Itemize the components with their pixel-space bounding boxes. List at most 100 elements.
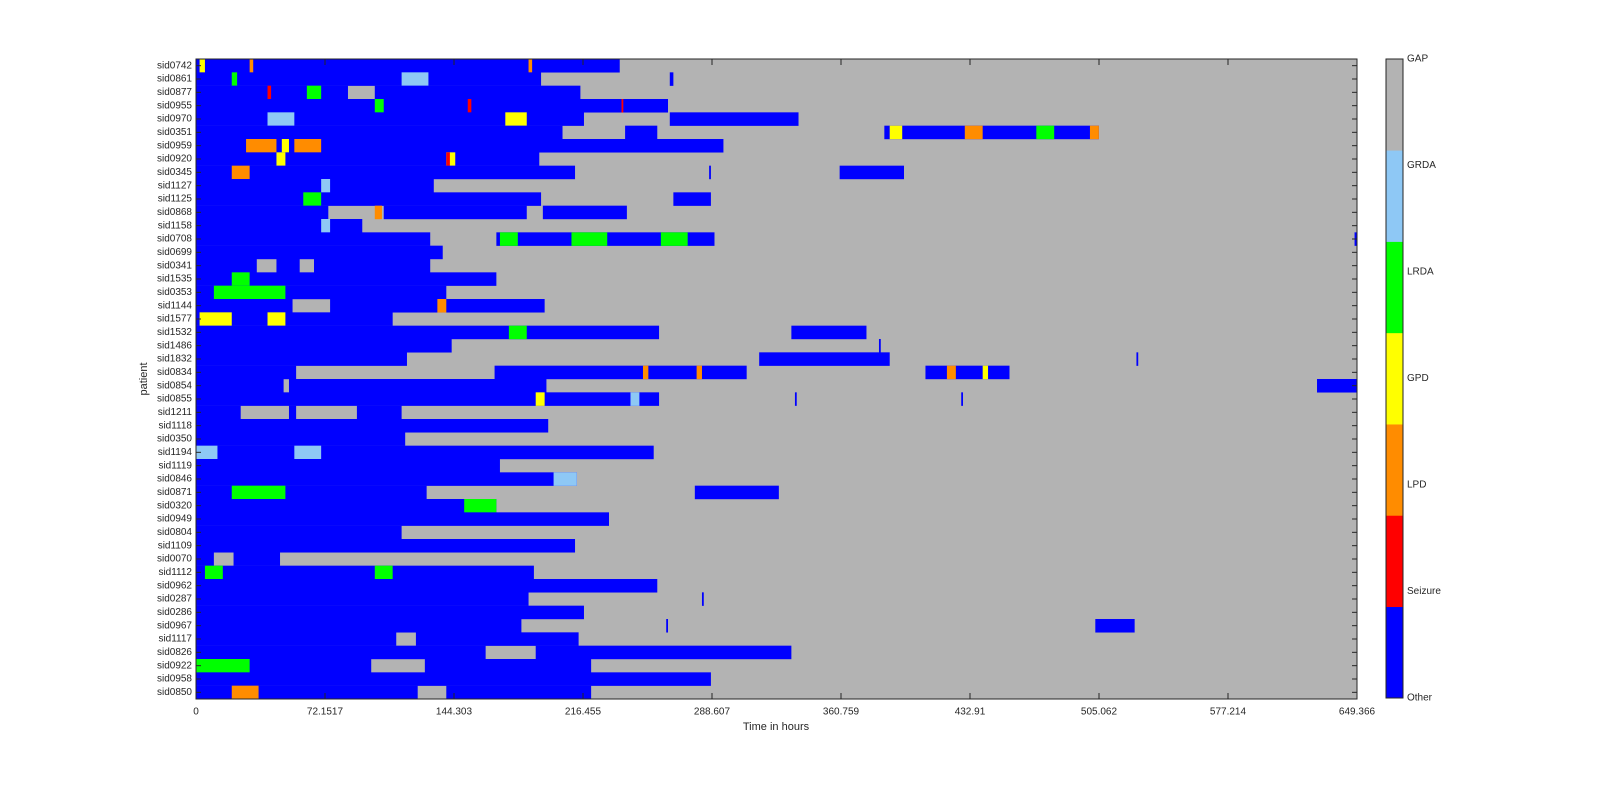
state-segment [196,392,660,406]
y-tick-label: sid1832 [157,354,192,365]
x-tick-label: 0 [193,707,199,718]
colorbar-label: Other [1407,693,1433,704]
state-segment [196,85,348,100]
colorbar-block [1386,59,1403,151]
state-segment [1036,125,1055,140]
state-segment [660,232,688,246]
state-segment [696,365,702,380]
state-segment [267,85,272,100]
state-segment [196,565,534,580]
state-segment [196,259,257,273]
state-segment [889,125,903,140]
state-segment [446,685,592,700]
state-segment [231,272,250,286]
state-segment [621,99,624,113]
state-segment [233,552,281,566]
state-segment [884,125,1099,140]
colorbar-label: Seizure [1407,586,1441,597]
state-segment [196,512,610,526]
state-segment [1095,619,1135,633]
state-segment [982,365,989,380]
y-tick-label: sid0287 [157,594,192,605]
state-segment [467,99,472,113]
state-segment [542,205,627,220]
state-segment [196,219,363,233]
state-segment [231,485,286,500]
colorbar-label: GPD [1407,373,1429,384]
colorbar-block [1386,241,1403,334]
colorbar-block [1386,332,1403,425]
state-segment [196,139,724,153]
state-segment [196,192,542,206]
state-segment [281,139,289,153]
y-tick-label: sid0699 [157,247,192,258]
state-segment [964,125,983,140]
colorbar-block [1386,515,1403,608]
state-segment [839,165,905,180]
state-segment [196,405,241,420]
y-tick-label: sid0341 [157,260,192,271]
plot-frame [195,58,1358,700]
state-segment [196,605,584,620]
state-segment [196,232,431,246]
y-tick-label: sid0868 [157,207,192,218]
state-segment [196,499,497,513]
state-segment [196,339,452,353]
state-segment [946,365,956,380]
state-segment [276,259,300,273]
state-segment [878,339,881,353]
y-tick-label: sid0955 [157,100,192,111]
y-tick-label: sid1109 [158,540,193,551]
y-tick-label: sid0351 [157,127,192,138]
colorbar-frame [1385,58,1404,699]
y-tick-label: sid0970 [157,114,192,125]
x-tick-label: 288.607 [694,707,731,718]
y-tick-label: sid1194 [158,447,193,458]
y-tick-label: sid0855 [157,394,192,405]
colorbar-block [1386,424,1403,516]
state-segment [630,392,640,406]
state-segment [642,365,649,380]
state-segment [673,192,711,206]
state-segment [196,312,393,326]
colorbar-label: GAP [1407,54,1428,65]
state-segment [571,232,608,246]
y-tick-label: sid0345 [157,167,192,178]
state-segment [294,445,322,460]
y-tick-label: sid0286 [157,607,192,618]
colorbar-label: LRDA [1407,267,1434,278]
state-segment [374,85,581,100]
state-segment [213,285,286,300]
state-segment [196,325,660,340]
state-segment [505,112,527,126]
state-segment [196,72,542,86]
x-tick-label: 505.062 [1081,707,1118,718]
state-segment [196,445,654,460]
x-tick-label: 432.91 [955,707,986,718]
state-segment [196,432,406,446]
state-segment [199,59,205,73]
y-tick-label: sid0958 [157,674,192,685]
y-tick-label: sid1144 [158,300,193,311]
colorbar-label: LPD [1407,480,1426,491]
state-segment [246,139,277,153]
y-tick-label: sid0350 [157,434,192,445]
state-segment [196,152,540,166]
state-segment [374,99,384,113]
y-tick-label: sid0854 [157,380,192,391]
state-segment [196,645,486,660]
y-tick-label: sid1119 [158,460,192,471]
state-segment [535,645,792,660]
state-segment [1136,352,1139,366]
state-segment [196,419,549,433]
y-tick-label: sid0962 [157,580,192,591]
state-segment [709,165,711,180]
x-axis-label: Time in hours [743,721,810,733]
y-tick-label: sid0967 [157,620,192,631]
y-axis-label: patient [138,362,150,395]
state-segment [321,179,331,193]
state-segment [508,325,527,340]
state-segment [231,72,238,86]
x-tick-label: 360.759 [823,707,860,718]
y-tick-label: sid0846 [157,474,192,485]
